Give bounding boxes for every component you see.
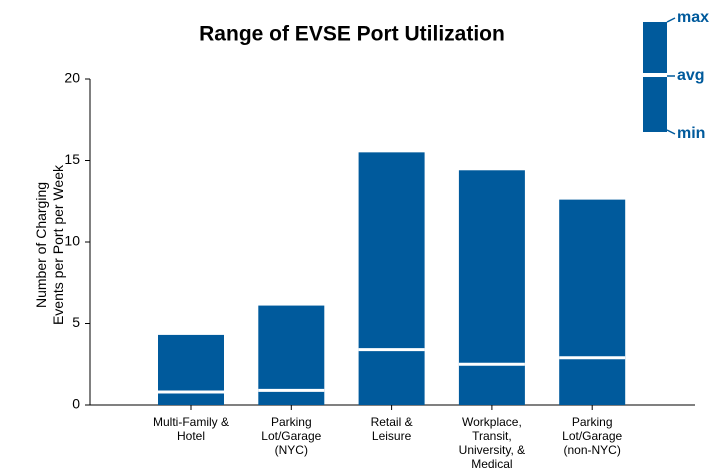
y-tick-label: 0: [72, 396, 80, 412]
chart-title: Range of EVSE Port Utilization: [199, 23, 505, 46]
y-tick-label: 20: [64, 70, 80, 86]
y-tick-label: 5: [72, 314, 80, 330]
legend-label: min: [677, 125, 705, 142]
range-bar: [158, 334, 224, 405]
x-tick-label: Parking Lot/Garage (NYC): [261, 415, 322, 457]
y-tick-label: 10: [64, 233, 80, 249]
y-tick-label: 15: [64, 151, 80, 167]
range-bar: [358, 152, 425, 405]
range-bar: [559, 199, 626, 405]
x-tick-label: Multi-Family & Hotel: [152, 415, 229, 443]
legend-tick: [666, 17, 676, 23]
range-bar: [258, 305, 325, 405]
range-bar: [458, 170, 525, 405]
legend-tick: [666, 129, 676, 135]
x-tick-label: Retail & Leisure: [370, 415, 413, 443]
y-axis-label: Number of Charging Events per Port per W…: [33, 164, 66, 326]
legend-label: max: [677, 9, 709, 26]
x-tick-label: Workplace, Transit, University, & Medica…: [458, 415, 526, 471]
legend-label: avg: [677, 67, 705, 84]
x-tick-label: Parking Lot/Garage (non-NYC): [562, 415, 623, 457]
